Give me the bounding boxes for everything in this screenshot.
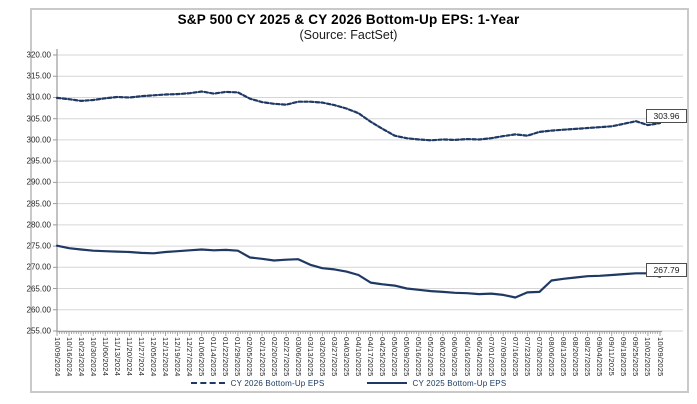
x-tick-label: 10/16/2024 (64, 337, 74, 377)
x-tick-label: 04/17/2025 (366, 337, 376, 377)
x-tick-label: 01/22/2025 (221, 337, 231, 377)
x-tick-label: 04/03/2025 (341, 337, 351, 377)
y-tick-label: 255.00 (26, 326, 51, 336)
legend-label-cy2025: CY 2025 Bottom-Up EPS (412, 378, 507, 388)
x-tick-label: 11/20/2024 (124, 337, 134, 376)
x-tick-label: 05/16/2025 (414, 337, 424, 377)
x-tick-label: 11/13/2024 (112, 337, 122, 376)
x-tick-label: 01/06/2025 (197, 337, 207, 377)
x-tick-label: 12/19/2024 (173, 337, 183, 377)
y-tick-label: 265.00 (26, 284, 51, 294)
x-tick-label: 10/09/2024 (52, 337, 62, 377)
x-tick-label: 06/16/2025 (462, 337, 472, 377)
x-tick-label: 07/30/2025 (534, 337, 544, 377)
legend-item-cy2025: CY 2025 Bottom-Up EPS (366, 378, 507, 388)
x-tick-label: 09/25/2025 (631, 337, 641, 377)
x-tick-label: 07/16/2025 (510, 337, 520, 377)
x-tick-label: 05/02/2025 (390, 337, 400, 377)
legend-label-cy2026: CY 2026 Bottom-Up EPS (230, 378, 325, 388)
x-tick-label: 12/12/2024 (161, 337, 171, 377)
x-tick-label: 01/29/2025 (233, 337, 243, 377)
x-tick-label: 10/02/2025 (643, 337, 653, 377)
y-tick-label: 315.00 (26, 71, 51, 81)
solid-line-swatch-icon (366, 382, 407, 384)
x-tick-label: 10/23/2024 (76, 337, 86, 377)
y-tick-label: 310.00 (26, 92, 51, 102)
x-tick-label: 03/06/2025 (293, 337, 303, 377)
x-tick-label: 01/14/2025 (209, 337, 219, 377)
x-tick-label: 08/06/2025 (546, 337, 556, 377)
x-tick-label: 02/27/2025 (281, 337, 291, 377)
x-tick-label: 11/06/2024 (100, 337, 110, 376)
series-line-cy2026 (55, 90, 662, 142)
legend-item-cy2026: CY 2026 Bottom-Up EPS (190, 378, 325, 388)
x-tick-label: 08/20/2025 (571, 337, 581, 377)
x-tick-label: 07/01/2025 (486, 337, 496, 377)
x-tick-label: 11/27/2024 (136, 337, 146, 376)
y-tick-label: 275.00 (26, 241, 51, 251)
y-tick-label: 290.00 (26, 177, 51, 187)
x-tick-label: 02/05/2025 (245, 337, 255, 377)
x-tick-label: 08/27/2025 (583, 337, 593, 377)
x-tick-label: 02/20/2025 (269, 337, 279, 377)
x-tick-label: 06/09/2025 (450, 337, 460, 377)
legend: CY 2026 Bottom-Up EPS CY 2025 Bottom-Up … (0, 375, 697, 391)
x-tick-label: 12/05/2024 (148, 337, 158, 377)
y-tick-label: 280.00 (26, 220, 51, 230)
x-tick-label: 02/12/2025 (257, 337, 267, 377)
chart-subtitle: (Source: FactSet) (299, 28, 398, 42)
figure-border (30, 8, 689, 393)
chart-title: S&P 500 CY 2025 & CY 2026 Bottom-Up EPS:… (177, 12, 520, 27)
y-tick-label: 295.00 (26, 156, 51, 166)
x-tick-label: 04/25/2025 (378, 337, 388, 377)
x-tick-label: 12/27/2024 (185, 337, 195, 377)
x-tick-label: 08/13/2025 (559, 337, 569, 377)
x-tick-label: 04/10/2025 (354, 337, 363, 377)
x-tick-label: 07/23/2025 (522, 337, 532, 377)
x-tick-label: 05/09/2025 (402, 337, 412, 377)
x-tick-label: 09/11/2025 (607, 337, 617, 376)
y-tick-label: 260.00 (26, 305, 51, 315)
x-tick-label: 06/02/2025 (438, 337, 448, 377)
x-tick-label: 07/09/2025 (498, 337, 508, 377)
x-tick-label: 10/30/2024 (88, 337, 98, 377)
x-tick-label: 05/23/2025 (426, 337, 436, 377)
x-tick-label: 03/20/2025 (317, 337, 327, 377)
dashed-line-swatch-icon (190, 382, 225, 384)
x-tick-label: 03/27/2025 (329, 337, 339, 377)
y-tick-label: 300.00 (26, 135, 51, 145)
end-value-badge-cy2026: 303.96 (646, 109, 687, 124)
x-tick-label: 10/09/2025 (655, 337, 665, 377)
y-tick-label: 285.00 (26, 199, 51, 209)
y-tick-label: 305.00 (26, 114, 51, 124)
x-tick-label: 03/13/2025 (305, 337, 315, 377)
x-tick-label: 09/04/2025 (595, 337, 605, 377)
y-tick-label: 270.00 (26, 262, 51, 272)
x-tick-label: 09/18/2025 (619, 337, 629, 377)
y-tick-label: 320.00 (26, 50, 51, 60)
end-value-badge-cy2025: 267.79 (646, 262, 687, 277)
series-line-cy2025 (55, 244, 662, 299)
x-tick-label: 06/24/2025 (474, 337, 484, 377)
